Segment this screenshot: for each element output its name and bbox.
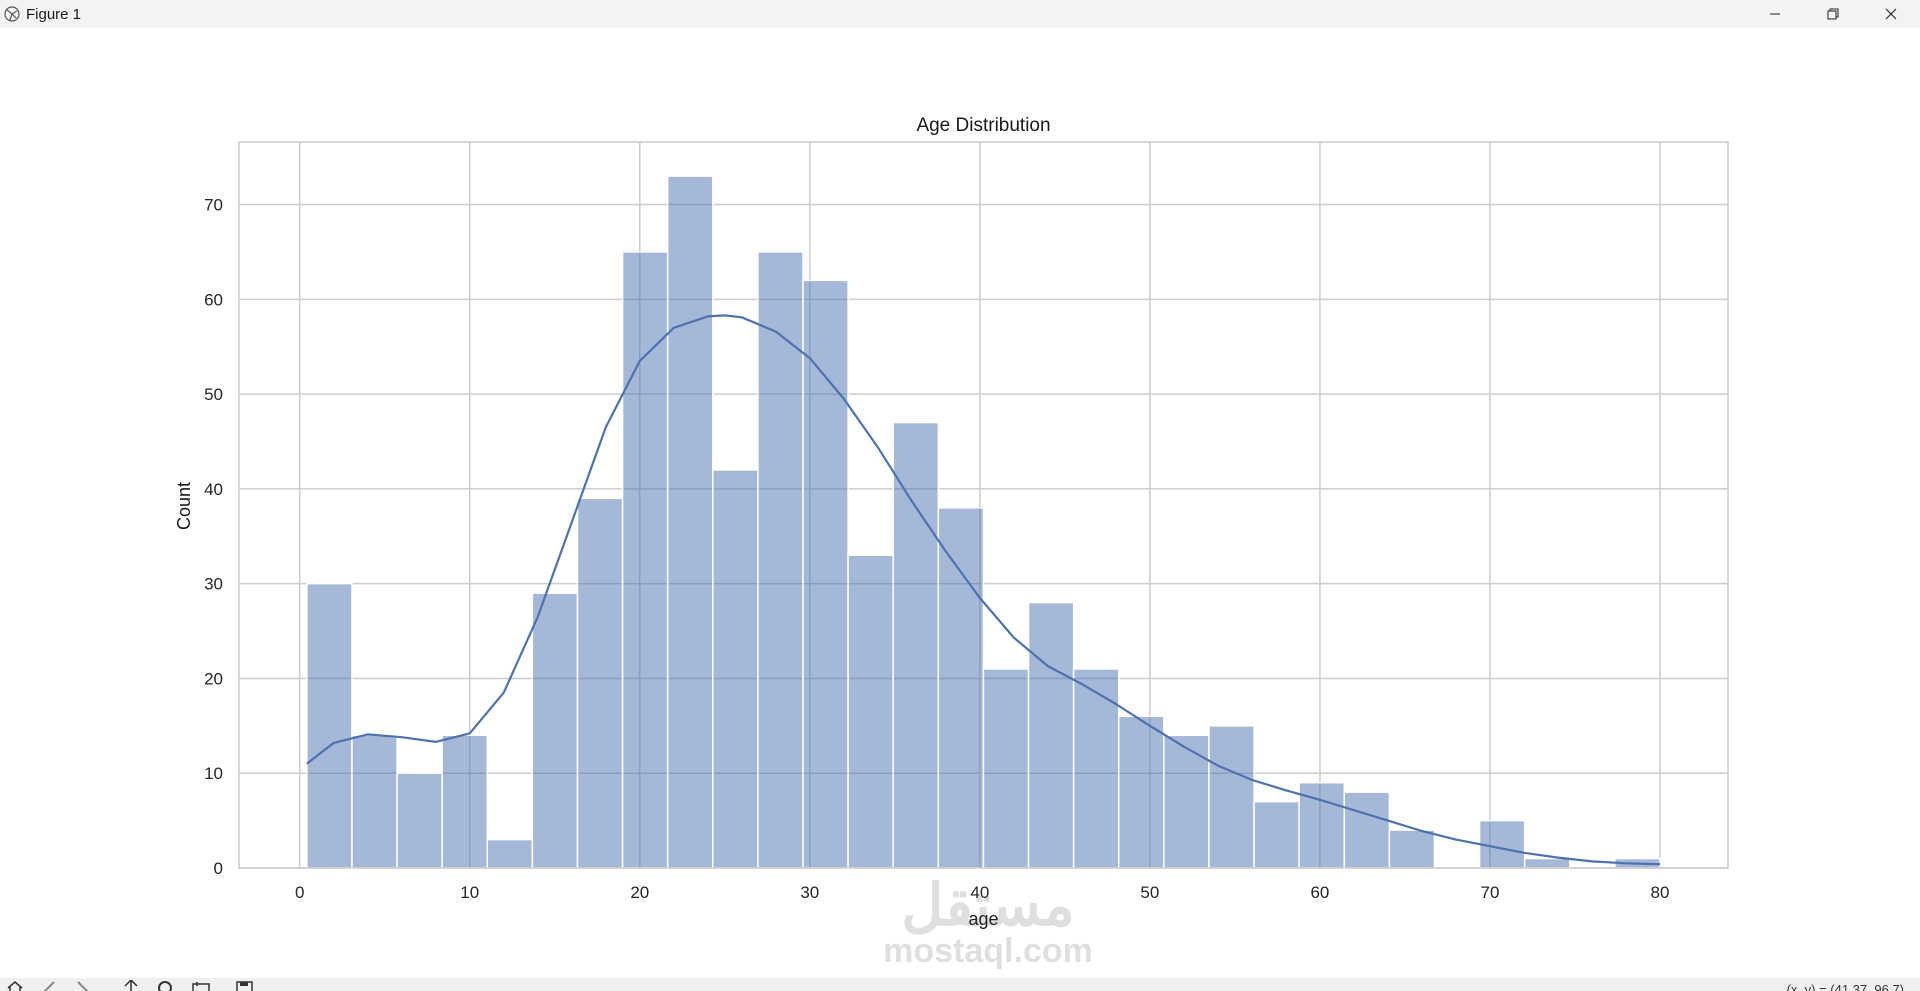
histogram-bar [1208,725,1255,869]
matplotlib-icon [2,4,22,24]
y-tick-label: 10 [204,764,223,783]
x-tick-label: 20 [630,883,649,902]
x-tick-label: 70 [1480,883,1499,902]
histogram-bar [306,582,353,869]
x-tick-labels: 0 10 20 30 40 50 60 70 80 [295,883,1669,902]
histogram-bar [621,251,669,869]
x-tick-label: 50 [1140,883,1159,902]
y-tick-labels: 0 10 20 30 40 50 60 70 [204,196,223,878]
kde-curve [306,314,1661,866]
x-tick-label: 80 [1651,883,1670,902]
restore-icon[interactable] [1804,0,1862,28]
axes-frame [238,141,1729,869]
zoom-icon[interactable] [156,980,174,991]
histogram-bar [892,421,940,869]
chart-title: Age Distribution [916,115,1050,136]
x-tick-label: 60 [1310,883,1329,902]
y-tick-label: 50 [204,385,223,404]
watermark-arabic: مستقل [901,873,1075,938]
watermark: مستقل mostaql.com [883,873,1093,970]
histogram-bar [1072,668,1120,869]
kde-curve-layer [306,314,1661,866]
histogram-bar [1388,829,1436,869]
x-tick-label: 30 [800,883,819,902]
histogram-bar [441,734,489,869]
close-icon[interactable] [1862,0,1920,28]
histogram-bar [1163,734,1210,869]
minimize-icon[interactable] [1746,0,1804,28]
histogram-bar [1478,819,1526,869]
y-tick-label: 30 [204,575,223,594]
x-tick-label: 0 [295,883,304,902]
window-controls [1746,0,1920,28]
navigation-toolbar: (x, y) = (41.37, 96.7) [0,978,1920,991]
histogram-bar [757,251,804,869]
x-tick-label: 10 [460,883,479,902]
y-tick-label: 0 [214,859,223,878]
histogram-bar [937,507,985,869]
histogram-bar [576,497,624,869]
histogram-bar [1253,800,1300,869]
configure-icon[interactable] [192,980,210,991]
histogram-bar [802,279,849,869]
histogram-bar [666,175,714,869]
y-tick-label: 20 [204,669,223,688]
x-axis-label: age [968,909,998,929]
histogram-bar [531,592,579,869]
forward-icon[interactable] [74,980,92,991]
window-title: Figure 1 [26,5,82,23]
window-titlebar: Figure 1 [0,0,1920,28]
watermark-latin: mostaql.com [883,932,1093,970]
histogram-bar [1343,791,1391,869]
histogram-bar [1027,601,1075,869]
histogram-bar [351,734,398,869]
histogram-bars [306,175,1661,869]
figure-canvas[interactable]: 0 10 20 30 40 50 60 70 80 0 10 20 30 40 50 60 70 Age Di… [0,28,1920,978]
histogram-bar [847,554,894,869]
histogram-bar [712,469,759,869]
histogram-bar [1117,715,1165,869]
x-tick-label: 40 [970,883,989,902]
save-icon[interactable] [236,980,254,991]
histogram-bar [396,772,443,869]
coordinate-readout: (x, y) = (41.37, 96.7) [1786,982,1904,991]
histogram-bar [1523,857,1571,869]
histogram-bar [486,838,534,869]
histogram-bar [982,668,1030,869]
home-icon[interactable] [6,980,24,991]
y-tick-label: 40 [204,480,223,499]
back-icon[interactable] [40,980,58,991]
age-histogram-chart: 0 10 20 30 40 50 60 70 80 0 10 20 30 40 50 60 70 Age Di… [174,115,1729,970]
y-tick-label: 60 [204,290,223,309]
y-axis-label: Count [174,482,194,530]
y-tick-label: 70 [204,196,223,215]
pan-icon[interactable] [122,980,140,991]
